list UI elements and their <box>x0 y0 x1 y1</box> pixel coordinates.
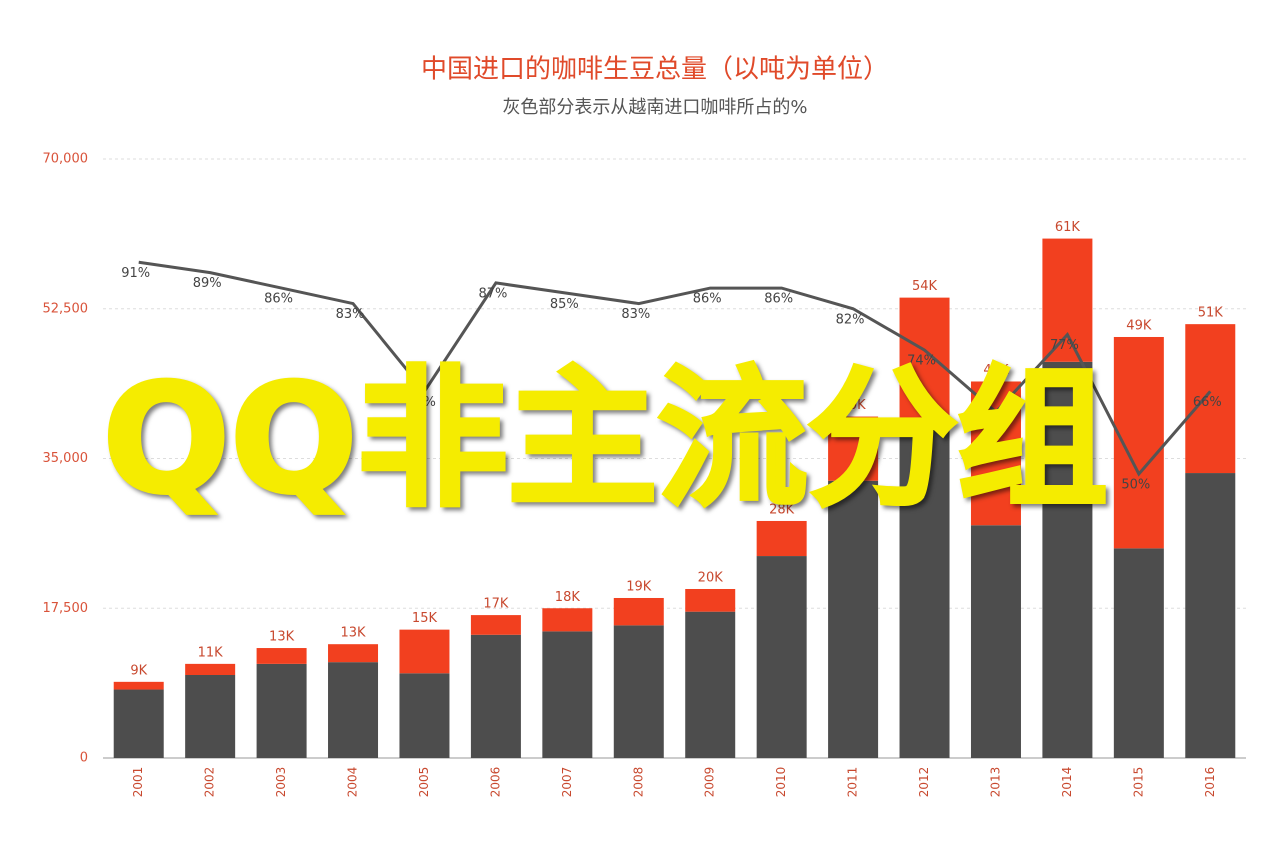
y-tick-label: 17,500 <box>43 601 89 616</box>
bar-segment <box>899 420 950 758</box>
point-label: 91% <box>121 266 150 281</box>
x-tick-label: 2005 <box>417 767 431 798</box>
value-label: 17K <box>483 597 509 612</box>
value-label: 13K <box>269 630 295 645</box>
x-tick-label: 2009 <box>703 767 717 798</box>
y-tick-label: 0 <box>80 751 88 766</box>
bar-segment <box>328 644 379 663</box>
x-tick-label: 2015 <box>1131 767 1145 798</box>
x-tick-label: 2008 <box>631 767 645 798</box>
bar-segment <box>1042 238 1093 362</box>
bar-segment <box>613 625 664 758</box>
value-label: 19K <box>626 579 652 594</box>
point-label: 77% <box>1050 338 1079 353</box>
y-tick-label: 35,000 <box>43 451 89 466</box>
bar-segment <box>828 416 879 481</box>
point-label: 74% <box>907 354 936 369</box>
bar-segment <box>1042 361 1093 758</box>
point-label: 87% <box>478 286 507 301</box>
x-tick-label: 2014 <box>1060 767 1074 798</box>
chart-title: 中国进口的咖啡生豆总量（以吨为单位） <box>421 55 889 85</box>
value-label: 61K <box>1055 220 1081 235</box>
value-label: 51K <box>1198 306 1224 321</box>
x-tick-label: 2012 <box>917 767 931 798</box>
bar-segment <box>328 662 379 758</box>
x-tick-label: 2007 <box>560 767 574 798</box>
plot-area: 0 17,500 35,000 52,500 70,000 9K 11K 13K 13K 15K 1… <box>43 152 1246 798</box>
bar-segment <box>685 611 736 758</box>
bar-segment <box>399 673 450 758</box>
x-tick-label: 2002 <box>203 767 217 798</box>
bar-segment <box>470 634 521 758</box>
x-tick-label: 2006 <box>488 767 502 798</box>
bar-segment <box>542 608 593 632</box>
value-label: 13K <box>340 626 366 641</box>
point-label: 86% <box>693 292 722 307</box>
bar-segment <box>756 556 807 758</box>
point-label: 83% <box>336 307 365 322</box>
bar-segment <box>970 525 1021 758</box>
watermark: QQ非主流分组 <box>102 353 1107 527</box>
value-label: 49K <box>1126 318 1152 333</box>
x-tick-label: 2016 <box>1203 767 1217 798</box>
bar-segment <box>542 631 593 758</box>
value-label: 28K <box>769 502 795 517</box>
bar-segment <box>1185 324 1236 474</box>
bar-segment <box>970 381 1021 526</box>
y-tick-label: 52,500 <box>43 301 89 316</box>
point-label: 83% <box>621 307 650 322</box>
bar-segment <box>685 588 736 612</box>
y-tick-label: 70,000 <box>43 152 89 167</box>
bar-segment <box>256 648 307 664</box>
point-label: 50% <box>1121 477 1150 492</box>
x-tick-label: 2003 <box>274 767 288 798</box>
x-tick-label: 2001 <box>131 767 145 798</box>
line <box>138 260 1212 477</box>
bar-segment <box>185 674 236 758</box>
bar-segment <box>113 689 164 758</box>
point-label: 66% <box>1193 395 1222 410</box>
value-label: 44K <box>983 363 1009 378</box>
point-label: 86% <box>764 292 793 307</box>
bar-segment <box>899 297 950 421</box>
point-label: 86% <box>264 292 293 307</box>
bar-segment <box>613 597 664 626</box>
point-label: 85% <box>550 297 579 312</box>
bar-segment <box>185 663 236 675</box>
x-tick-label: 2010 <box>774 767 788 798</box>
x-tick-label: 2013 <box>988 767 1002 798</box>
point-label: 82% <box>836 312 865 327</box>
value-label: 20K <box>698 570 724 585</box>
bar-segment <box>828 480 879 758</box>
value-label: 11K <box>198 645 224 660</box>
bar-segment <box>756 520 807 557</box>
bar-segment <box>1185 473 1236 758</box>
chart-subtitle: 灰色部分表示从越南进口咖啡所占的% <box>502 97 807 118</box>
point-label: 62% <box>979 416 1008 431</box>
point-label: 66% <box>407 395 436 410</box>
bar-segment <box>1113 548 1164 758</box>
value-label: 15K <box>412 611 438 626</box>
value-label: 18K <box>555 590 581 605</box>
value-label: 9K <box>130 663 147 678</box>
bar-segment <box>399 629 450 674</box>
point-label: 89% <box>193 276 222 291</box>
bar-segment <box>113 681 164 690</box>
value-label: 54K <box>912 279 938 294</box>
x-tick-label: 2004 <box>346 767 360 798</box>
x-tick-label: 2011 <box>846 767 860 798</box>
bar-segment <box>470 615 521 635</box>
value-label: 40K <box>841 398 867 413</box>
bar-segment <box>256 663 307 758</box>
